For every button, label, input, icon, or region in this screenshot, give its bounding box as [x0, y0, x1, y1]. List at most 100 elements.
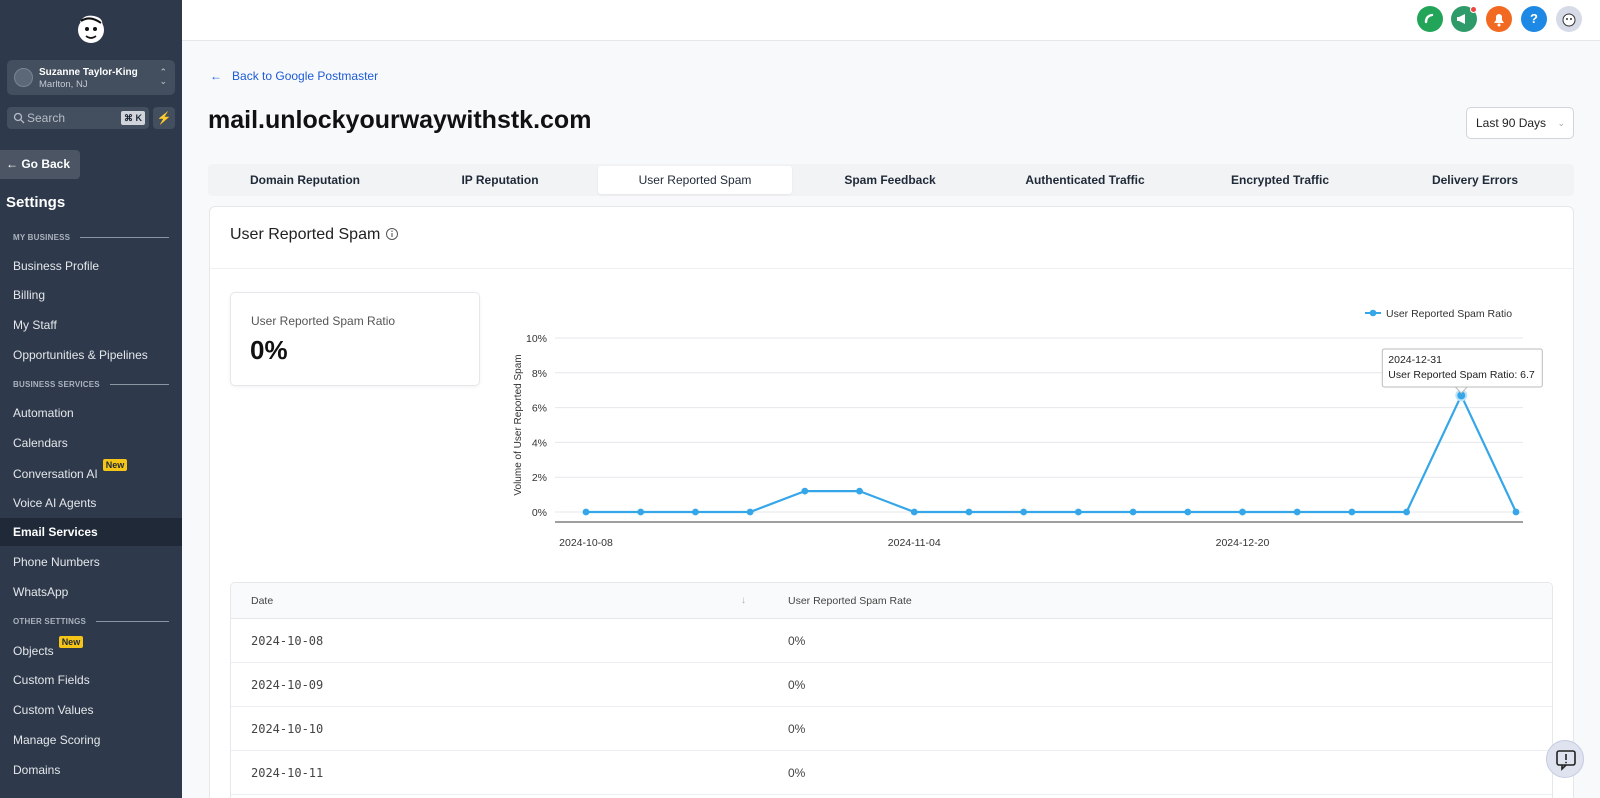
data-point	[910, 508, 918, 516]
tab-authenticated-traffic[interactable]: Authenticated Traffic	[1025, 173, 1145, 187]
search-shortcut: ⌘ K	[121, 111, 145, 125]
search-input[interactable]: Search ⌘ K	[7, 107, 149, 129]
sidebar-item-opportunities[interactable]: Opportunities & Pipelines	[13, 348, 148, 362]
search-placeholder: Search	[27, 111, 66, 125]
lightning-icon[interactable]: ⚡	[153, 107, 175, 129]
y-tick-label: 4%	[532, 437, 547, 449]
row-date: 2024-10-10	[251, 722, 324, 736]
tab-delivery-errors[interactable]: Delivery Errors	[1431, 173, 1519, 187]
y-axis-label: Volume of User Reported Spam	[513, 354, 524, 495]
back-to-postmaster-link[interactable]: ← Back to Google Postmaster	[210, 69, 379, 83]
column-header-rate: User Reported Spam Rate	[788, 595, 912, 607]
data-point	[637, 508, 645, 516]
section-other-settings: OTHER SETTINGS	[13, 617, 169, 626]
date-range-select[interactable]: Last 90 Days ⌄	[1466, 107, 1574, 139]
support-chat-button[interactable]	[1546, 740, 1584, 778]
y-tick-label: 8%	[532, 368, 547, 380]
megaphone-icon[interactable]	[1451, 6, 1477, 32]
search-icon	[13, 112, 25, 124]
tooltip-pointer	[1454, 386, 1469, 394]
metric-label: User Reported Spam Ratio	[251, 314, 396, 328]
account-switcher[interactable]: Suzanne Taylor-King Marlton, NJ ⌃ ⌄	[7, 60, 175, 95]
tab-spam-feedback[interactable]: Spam Feedback	[844, 173, 936, 187]
data-point	[1403, 508, 1410, 516]
data-point	[965, 508, 973, 516]
chevron-down-icon: ⌄	[1557, 118, 1565, 128]
info-icon[interactable]	[385, 227, 399, 241]
go-back-button[interactable]: ← Go Back	[0, 150, 80, 179]
tooltip-value: User Reported Spam Ratio: 6.7	[1388, 369, 1535, 381]
tab-encrypted-traffic[interactable]: Encrypted Traffic	[1230, 173, 1330, 187]
column-header-date[interactable]: Date	[251, 595, 274, 607]
row-date: 2024-10-08	[251, 634, 324, 648]
sidebar-item-custom-values[interactable]: Custom Values	[13, 703, 94, 717]
table-row: 2024-10-11 0%	[231, 751, 1552, 795]
row-date: 2024-10-11	[251, 766, 324, 780]
section-my-business: MY BUSINESS	[13, 233, 169, 242]
data-point	[856, 487, 863, 495]
tooltip-date: 2024-12-31	[1388, 354, 1442, 366]
spam-ratio-metric: User Reported Spam Ratio 0%	[230, 292, 480, 386]
avatar[interactable]	[1556, 6, 1582, 32]
sidebar-item-voice-ai-agents[interactable]: Voice AI Agents	[13, 496, 97, 510]
tab-ip-reputation[interactable]: IP Reputation	[461, 173, 539, 187]
tab-bar: Domain Reputation IP Reputation User Rep…	[208, 164, 1574, 196]
data-point	[1293, 508, 1301, 516]
sidebar-item-billing[interactable]: Billing	[13, 288, 46, 302]
user-icon	[14, 68, 33, 87]
section-business-services: BUSINESS SERVICES	[13, 380, 169, 389]
sidebar-item-conversation-ai[interactable]: Conversation AINew	[0, 459, 182, 487]
chevron-updown-icon: ⌃ ⌄	[159, 67, 167, 86]
row-rate: 0%	[788, 766, 806, 780]
account-name: Suzanne Taylor-King	[39, 67, 138, 78]
series-line	[586, 394, 1517, 514]
row-date: 2024-10-09	[251, 678, 324, 692]
sidebar-item-custom-fields[interactable]: Custom Fields	[13, 673, 90, 687]
page-title: mail.unlockyourwaywithstk.com	[208, 106, 592, 134]
y-tick-label: 10%	[526, 333, 547, 345]
sidebar-item-phone-numbers[interactable]: Phone Numbers	[13, 555, 100, 569]
sort-arrow-down-icon[interactable]: ↓	[741, 595, 746, 606]
table-header: Date ↓ User Reported Spam Rate	[231, 583, 1552, 619]
card-title: User Reported Spam	[230, 226, 381, 243]
tab-user-reported-spam[interactable]: User Reported Spam	[598, 166, 792, 194]
x-tick-label: 2024-12-20	[1216, 537, 1270, 549]
sidebar-item-objects[interactable]: ObjectsNew	[0, 636, 182, 664]
spam-table: Date ↓ User Reported Spam Rate 2024-10-0…	[230, 582, 1553, 798]
data-point	[746, 508, 754, 516]
sidebar-item-automation[interactable]: Automation	[13, 406, 74, 420]
phone-icon[interactable]	[1417, 6, 1443, 32]
sidebar-item-manage-scoring[interactable]: Manage Scoring	[13, 733, 101, 747]
spam-card: User Reported Spam User Reported Spam Ra…	[209, 206, 1574, 798]
sidebar-item-whatsapp[interactable]: WhatsApp	[13, 585, 69, 599]
bell-icon[interactable]	[1486, 6, 1512, 32]
x-tick-label: 2024-11-04	[888, 537, 941, 549]
data-point	[1074, 508, 1082, 516]
legend-marker	[1369, 309, 1377, 317]
metric-value: 0%	[250, 335, 288, 365]
data-point	[692, 508, 699, 516]
sidebar-item-email-services[interactable]: Email Services	[0, 518, 182, 546]
table-row: 2024-10-08 0%	[231, 619, 1552, 663]
table-row: 2024-10-10 0%	[231, 707, 1552, 751]
data-point	[1239, 508, 1246, 516]
sidebar-item-calendars[interactable]: Calendars	[13, 436, 68, 450]
help-icon[interactable]: ?	[1521, 6, 1547, 32]
sidebar-item-my-staff[interactable]: My Staff	[13, 318, 57, 332]
sidebar-item-domains[interactable]: Domains	[13, 763, 61, 777]
data-point	[1348, 508, 1356, 516]
tab-domain-reputation[interactable]: Domain Reputation	[250, 173, 360, 187]
settings-title: Settings	[6, 194, 66, 211]
row-rate: 0%	[788, 722, 806, 736]
row-rate: 0%	[788, 678, 806, 692]
data-point	[1129, 508, 1137, 516]
new-badge: New	[102, 459, 128, 471]
card-header: User Reported Spam	[210, 207, 1573, 269]
new-badge: New	[58, 636, 84, 648]
table-row: 2024-10-09 0%	[231, 663, 1552, 707]
sidebar-item-business-profile[interactable]: Business Profile	[13, 259, 100, 273]
legend-label: User Reported Spam Ratio	[1386, 308, 1512, 320]
y-tick-label: 6%	[532, 403, 547, 415]
data-point	[801, 487, 809, 495]
y-tick-label: 2%	[532, 472, 547, 484]
